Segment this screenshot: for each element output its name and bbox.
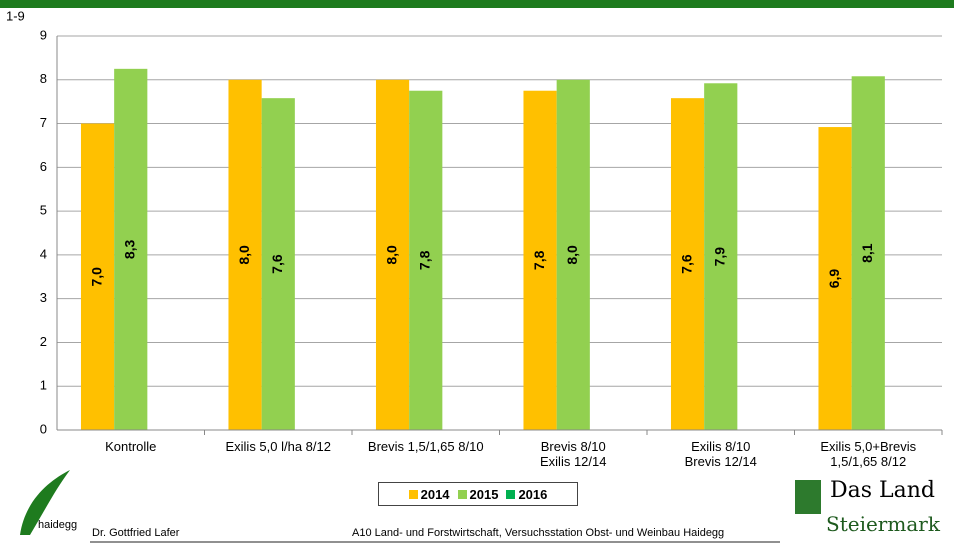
y-tick-label: 7 xyxy=(40,115,47,130)
bar xyxy=(261,98,295,431)
y-tick-label: 5 xyxy=(40,203,47,218)
brand-line2: Steiermark xyxy=(826,512,940,536)
brand-line1: Das Land xyxy=(830,478,936,503)
legend-label: 2014 xyxy=(420,486,450,502)
logo-text: haidegg xyxy=(38,519,78,531)
y-tick-label: 6 xyxy=(40,159,47,174)
y-axis-label: 1-9 xyxy=(6,8,25,23)
value-label: 8,0 xyxy=(236,245,252,265)
value-label: 8,1 xyxy=(859,243,875,263)
value-label: 7,8 xyxy=(531,250,547,270)
bar xyxy=(375,79,410,431)
bar xyxy=(818,127,852,431)
bar xyxy=(114,68,148,430)
legend-item: 2016 xyxy=(506,487,547,502)
legend: 2014 2015 2016 xyxy=(378,482,578,506)
legend-swatch xyxy=(506,489,516,499)
institution: A10 Land- und Forstwirtschaft, Versuchss… xyxy=(352,527,725,539)
bar xyxy=(523,90,557,430)
coat-of-arms xyxy=(795,480,821,514)
y-tick-label: 0 xyxy=(40,421,47,436)
x-tick-label: Brevis 1,5/1,65 8/10 xyxy=(367,439,484,454)
y-tick-label: 9 xyxy=(40,27,47,42)
x-tick-label: Brevis 8/10 Exilis 12/14 xyxy=(540,439,607,469)
x-tick-label: Kontrolle xyxy=(105,439,157,454)
legend-label: 2016 xyxy=(518,486,548,502)
y-tick-label: 2 xyxy=(40,334,47,349)
value-label: 7,9 xyxy=(711,247,727,267)
legend-item: 2014 xyxy=(408,486,450,502)
bar xyxy=(80,123,115,431)
legend-item: 2015 xyxy=(457,486,499,502)
bar xyxy=(556,79,590,431)
legend-label: 2015 xyxy=(469,486,499,502)
value-label: 8,0 xyxy=(564,245,580,265)
value-label: 8,3 xyxy=(121,239,137,259)
x-tick-label: Exilis 5,0+Brevis 1,5/1,65 8/12 xyxy=(820,439,917,469)
y-tick-label: 1 xyxy=(40,378,47,393)
bar xyxy=(851,76,885,430)
value-label: 6,9 xyxy=(826,269,842,289)
bar xyxy=(228,79,262,431)
value-label: 8,0 xyxy=(383,245,399,265)
bar xyxy=(704,83,738,430)
author: Dr. Gottfried Lafer xyxy=(92,527,180,539)
value-label: 7,6 xyxy=(678,254,694,274)
value-label: 7,0 xyxy=(88,267,104,287)
value-label: 7,6 xyxy=(269,254,285,274)
logo-leaf xyxy=(20,470,70,535)
x-tick-label: Exilis 8/10 Brevis 12/14 xyxy=(684,439,757,469)
value-label: 7,8 xyxy=(416,250,432,270)
legend-swatch xyxy=(457,489,467,499)
x-tick-label: Exilis 5,0 l/ha 8/12 xyxy=(225,439,331,454)
y-tick-label: 4 xyxy=(40,246,47,261)
legend-swatch xyxy=(408,489,418,499)
bar xyxy=(409,90,443,430)
bar xyxy=(670,98,705,431)
top-bar xyxy=(0,0,954,8)
y-tick-label: 8 xyxy=(40,71,47,86)
y-tick-label: 3 xyxy=(40,290,47,305)
